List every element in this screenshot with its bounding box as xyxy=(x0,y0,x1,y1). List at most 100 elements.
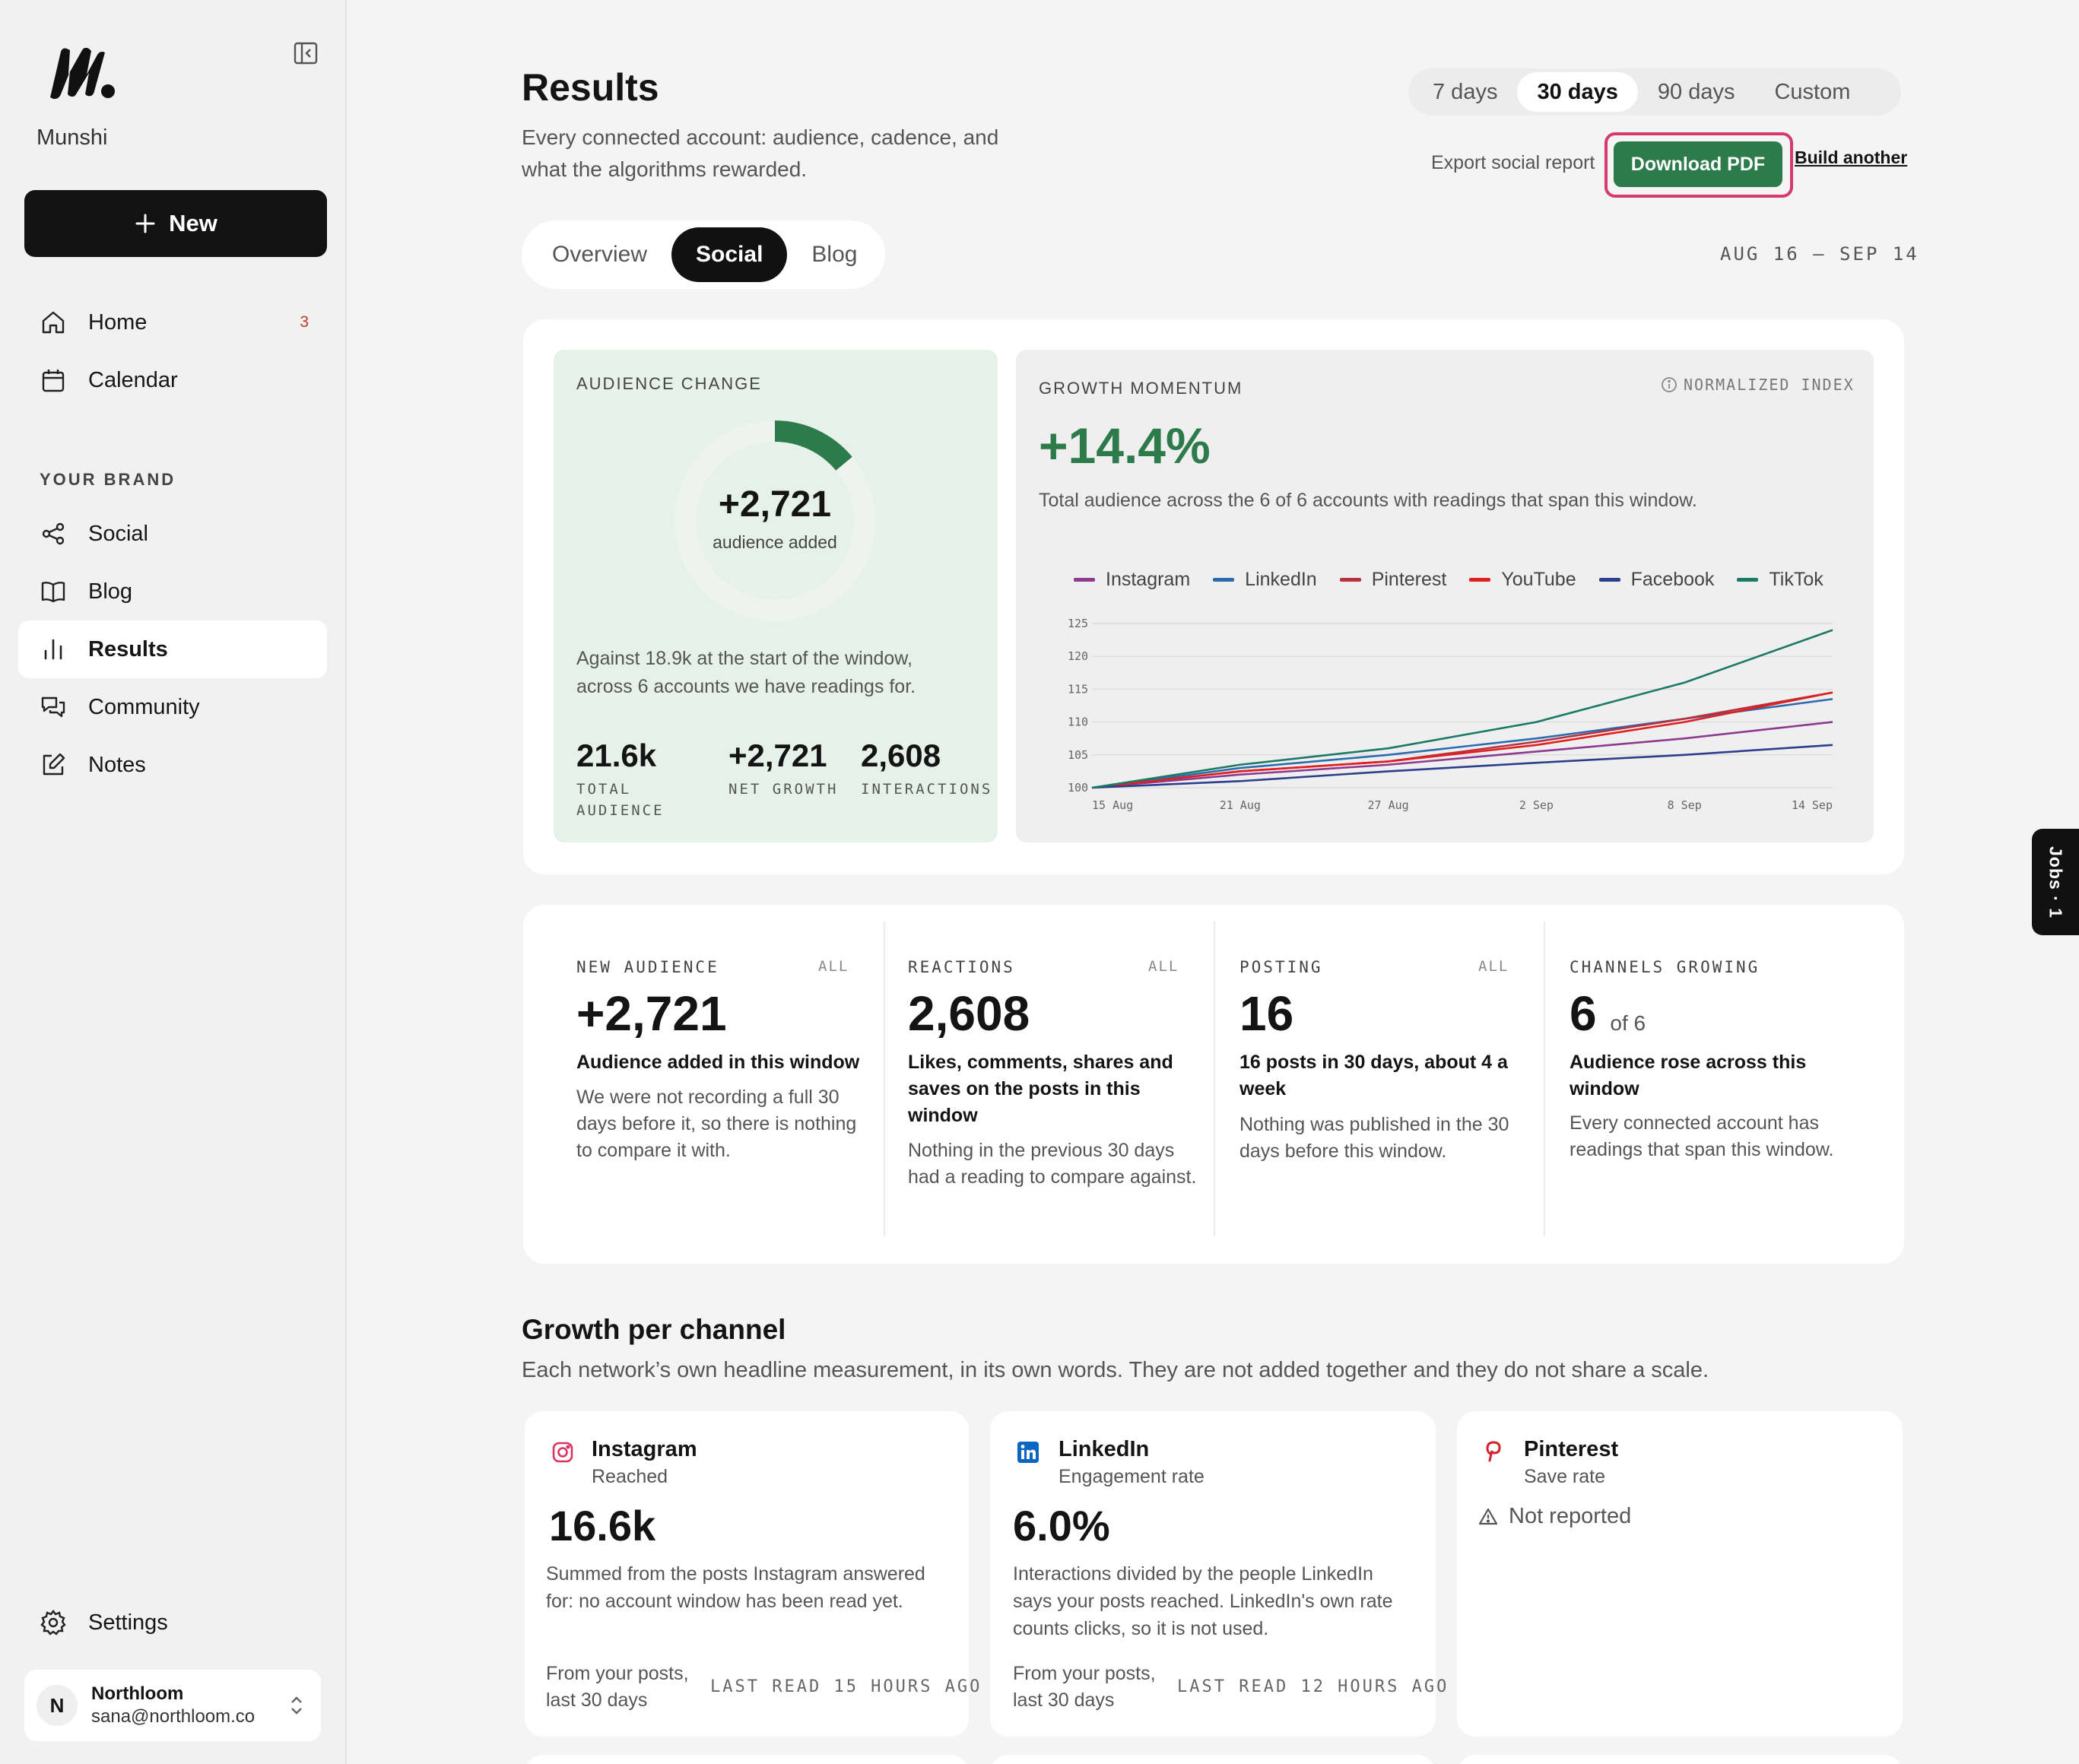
legend-item: YouTube xyxy=(1469,569,1576,591)
kpi-value-new-audience: +2,721 xyxy=(576,986,727,1041)
growth-value: +14.4% xyxy=(1039,417,1211,474)
kpi-value-posting: 16 xyxy=(1239,986,1294,1041)
interactions-value: 2,608 xyxy=(861,738,941,773)
sidebar-item-results[interactable]: Results xyxy=(18,620,327,678)
channel-status-text: Not reported xyxy=(1509,1504,1632,1528)
jobs-tab[interactable]: Jobs · 1 xyxy=(2032,829,2079,935)
tab-blog[interactable]: Blog xyxy=(811,242,858,267)
build-another-link[interactable]: Build another xyxy=(1795,148,1908,167)
kpi-divider xyxy=(1214,922,1215,1236)
sidebar-item-label: Social xyxy=(88,521,148,546)
sidebar-item-social[interactable]: Social xyxy=(18,505,327,563)
warning-icon xyxy=(1478,1508,1498,1524)
x-tick-label: 27 Aug xyxy=(1368,798,1409,812)
page-title: Results xyxy=(522,66,659,109)
sidebar-item-home[interactable]: Home 3 xyxy=(18,293,327,351)
gear-icon xyxy=(40,1610,66,1636)
series-line-youtube xyxy=(1091,691,1833,789)
y-tick-label: 125 xyxy=(1068,617,1088,630)
tab-overview[interactable]: Overview xyxy=(552,242,648,267)
legend-swatch xyxy=(1339,578,1361,582)
normalized-index-text: NORMALIZED INDEX xyxy=(1684,376,1855,394)
range-tab-30-days[interactable]: 30 days xyxy=(1517,72,1638,112)
export-label: Export social report xyxy=(1431,152,1595,173)
x-tick-label: 15 Aug xyxy=(1092,798,1133,812)
growth-momentum-label: GROWTH MOMENTUM xyxy=(1039,379,1243,398)
sidebar-item-label: Settings xyxy=(88,1610,168,1635)
channel-card-instagram[interactable] xyxy=(525,1411,969,1737)
x-tick-label: 21 Aug xyxy=(1220,798,1261,812)
plus-icon xyxy=(135,214,155,233)
page-subtitle: Every connected account: audience, caden… xyxy=(522,125,999,181)
legend-item: Instagram xyxy=(1074,569,1190,591)
channel-card[interactable] xyxy=(990,1755,1436,1764)
download-pdf-button[interactable]: Download PDF xyxy=(1614,141,1782,187)
collapse-sidebar-icon[interactable] xyxy=(290,38,321,68)
series-line-tiktok xyxy=(1091,629,1833,789)
legend-item: Facebook xyxy=(1598,569,1714,591)
kpi-label-posting: POSTING xyxy=(1239,958,1323,976)
sidebar: Munshi New Home 3 Calendar YOUR BRAND So… xyxy=(0,0,347,1764)
channel-name: Pinterest xyxy=(1524,1437,1619,1461)
share-icon xyxy=(42,522,65,545)
channel-name: Instagram xyxy=(592,1437,697,1461)
interactions-label: INTERACTIONS xyxy=(861,781,993,798)
growth-per-channel-subtitle: Each network’s own headline measurement,… xyxy=(522,1358,1709,1382)
legend-swatch xyxy=(1074,578,1095,582)
sidebar-item-label: Community xyxy=(88,694,200,719)
jobs-tab-label: Jobs · 1 xyxy=(2046,846,2066,918)
new-button[interactable]: New xyxy=(24,190,327,257)
calendar-icon xyxy=(42,370,65,392)
sidebar-item-blog[interactable]: Blog xyxy=(18,563,327,620)
kpi-headline: Likes, comments, shares and saves on the… xyxy=(908,1052,1173,1126)
series-line-facebook xyxy=(1091,744,1833,789)
channel-card[interactable] xyxy=(1457,1755,1903,1764)
channel-metric: Reached xyxy=(592,1466,668,1487)
sidebar-item-label: Blog xyxy=(88,579,133,604)
sidebar-item-notes[interactable]: Notes xyxy=(18,736,327,794)
legend-label: TikTok xyxy=(1769,569,1823,590)
x-tick-label: 14 Sep xyxy=(1792,798,1833,812)
legend-label: Pinterest xyxy=(1371,569,1447,590)
sidebar-item-label: Results xyxy=(88,636,168,662)
kpi-value-number: 6 xyxy=(1570,986,1597,1041)
channel-card-pinterest[interactable] xyxy=(1457,1411,1903,1737)
kpi-label-reactions: REACTIONS xyxy=(908,958,1015,976)
book-icon xyxy=(41,582,65,603)
normalized-index-label[interactable]: NORMALIZED INDEX xyxy=(1661,376,1855,394)
net-growth-value: +2,721 xyxy=(728,738,827,773)
munshi-logo[interactable] xyxy=(47,44,117,102)
range-tab-90-days[interactable]: 90 days xyxy=(1657,79,1735,104)
growth-line-chart: 100 105 110 115 120 125 15 Aug 21 Aug 27 Aug 2 Se… xyxy=(1068,617,1833,812)
kpi-headline: Audience added in this window xyxy=(576,1052,860,1073)
bar-chart-icon xyxy=(44,639,62,660)
sidebar-item-label: Calendar xyxy=(88,367,178,392)
legend-item: Pinterest xyxy=(1339,569,1447,591)
tab-social[interactable]: Social xyxy=(671,227,788,282)
channel-description: Summed from the posts Instagram answered… xyxy=(546,1563,925,1612)
info-icon xyxy=(1662,377,1677,392)
channel-metric: Engagement rate xyxy=(1059,1466,1205,1487)
sidebar-item-settings[interactable]: Settings xyxy=(18,1594,327,1651)
kpi-body: Nothing in the previous 30 days had a re… xyxy=(908,1140,1197,1188)
date-range-selector: 7 days 30 days 90 days Custom xyxy=(1408,68,1901,116)
channel-card[interactable] xyxy=(525,1755,969,1764)
sidebar-item-community[interactable]: Community xyxy=(18,678,327,736)
new-button-label: New xyxy=(169,210,217,236)
range-tab-custom[interactable]: Custom xyxy=(1774,79,1851,104)
kpi-body: Nothing was published in the 30 days bef… xyxy=(1239,1114,1509,1162)
kpi-label-new-audience: NEW AUDIENCE xyxy=(576,958,719,976)
legend-item: LinkedIn xyxy=(1213,569,1317,591)
legend-swatch xyxy=(1213,578,1235,582)
kpi-value-channels-growing: 6 of 6 xyxy=(1570,985,1646,1042)
y-tick-label: 100 xyxy=(1068,781,1088,795)
account-name: Northloom xyxy=(91,1683,184,1704)
kpi-scope-all: ALL xyxy=(1478,958,1509,975)
kpi-value-of: of 6 xyxy=(1610,1011,1646,1035)
account-switcher[interactable]: N Northloom sana@northloom.co xyxy=(24,1670,321,1741)
highlight-frame xyxy=(1604,132,1793,198)
home-icon xyxy=(42,311,65,334)
range-tab-7-days[interactable]: 7 days xyxy=(1433,79,1498,104)
channel-card-linkedin[interactable] xyxy=(990,1411,1436,1737)
sidebar-item-calendar[interactable]: Calendar xyxy=(18,351,327,409)
